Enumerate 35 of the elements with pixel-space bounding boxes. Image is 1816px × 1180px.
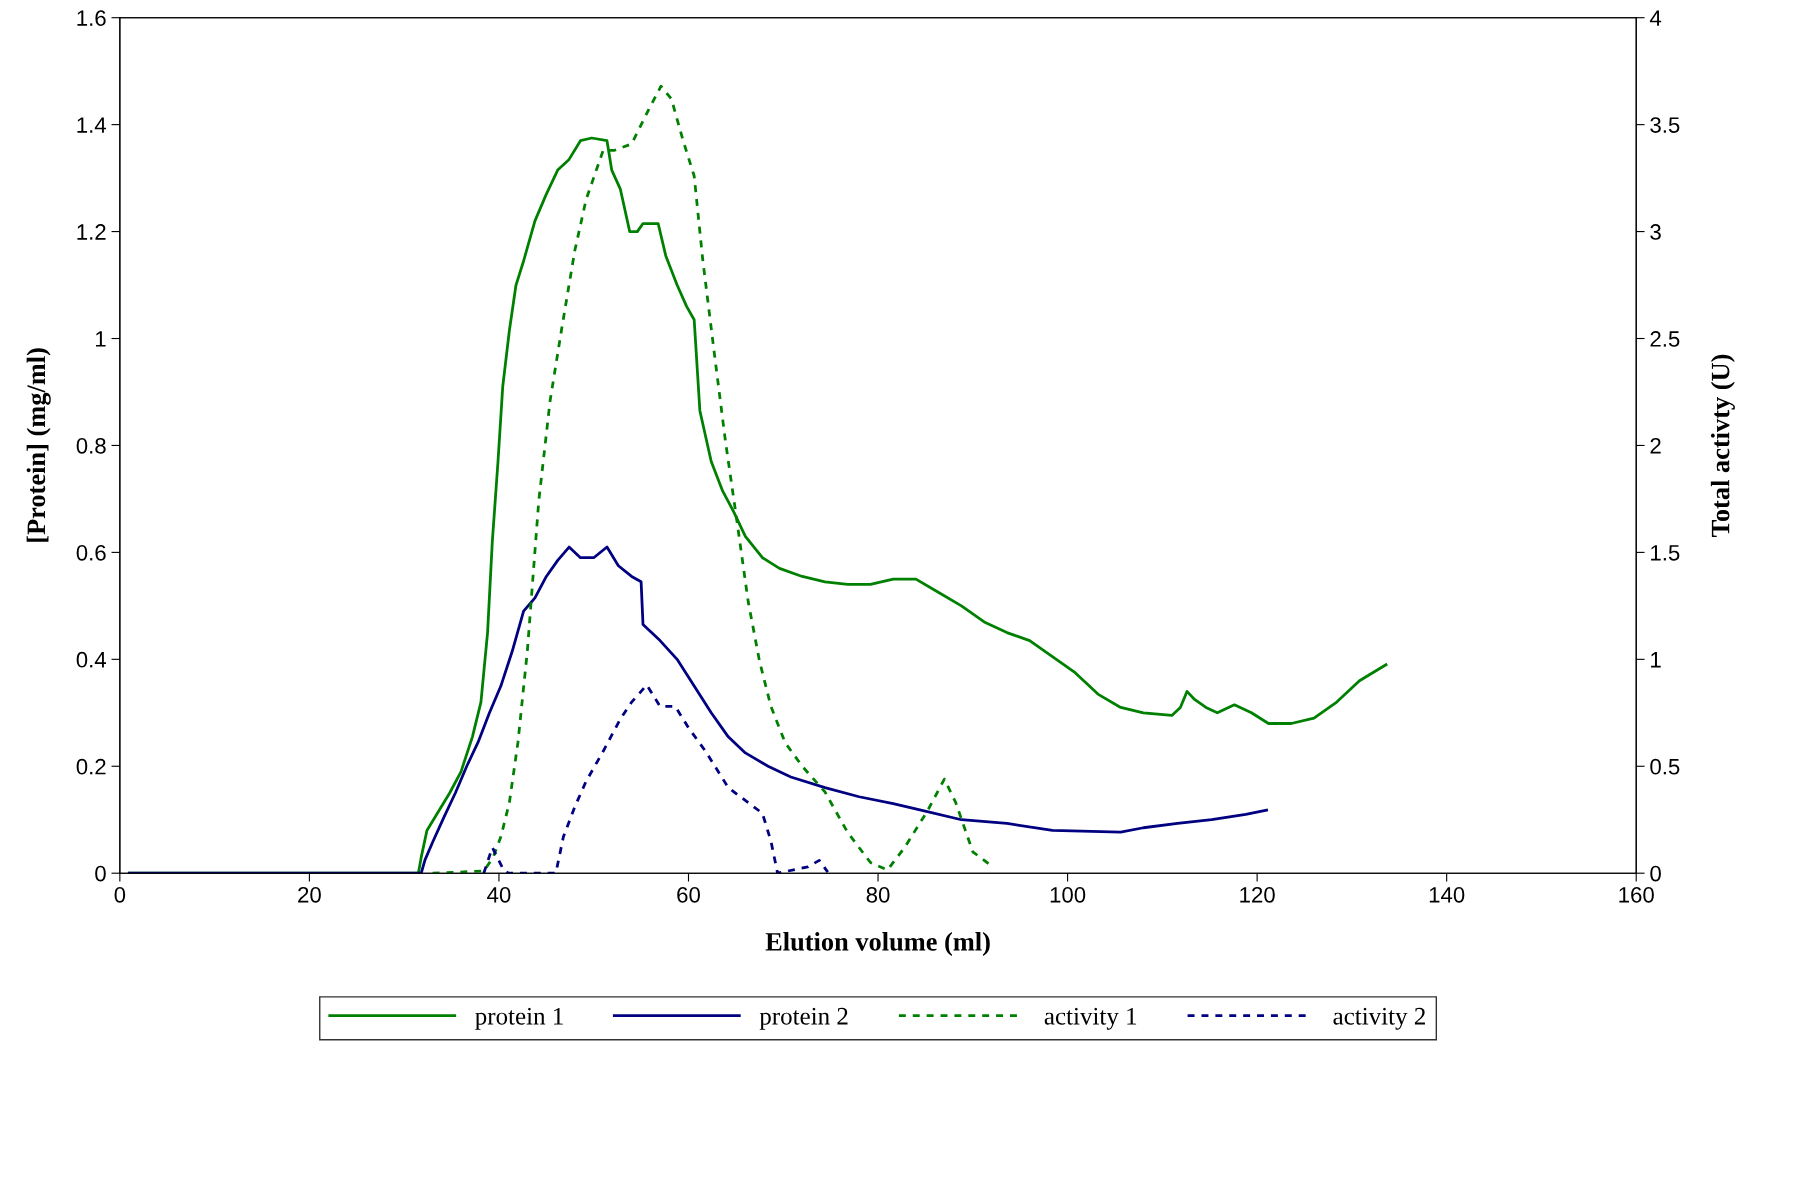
x-tick-label: 60 [677,886,700,903]
line-series [127,545,1268,874]
x-tick-label: 20 [298,886,321,903]
legend-label: activity 2 [1333,1007,1425,1030]
y2-tick-label: 4 [1649,10,1662,26]
y-tick-label: 0.6 [76,544,106,561]
y2-axis-title: Total activty (U) [1710,354,1735,537]
y2-tick-label: 2.5 [1650,331,1680,347]
y2-tick-label: 1 [1651,652,1661,668]
y2-tick-label: 0 [1650,865,1661,882]
x-tick-label: 120 [1240,886,1275,903]
x-tick-label: 140 [1429,886,1465,903]
y-tick-label: 1.6 [77,10,106,26]
y2-tick-label: 3 [1650,224,1661,240]
x-tick-label: 80 [866,886,890,903]
y-tick-label: 0 [95,865,106,882]
x-tick-label: 100 [1050,886,1086,903]
x-axis-title: Elution volume (ml) [765,932,990,957]
y-tick-label: 1 [96,331,106,347]
legend-label: protein 2 [759,1007,848,1030]
y-tick-label: 0.4 [76,651,107,668]
y2-tick-label: 0.5 [1650,758,1680,775]
y2-tick-label: 1.5 [1651,545,1680,561]
x-tick-label: 40 [487,886,511,903]
y2-tick-label: 2 [1650,437,1661,454]
y-tick-label: 1.2 [77,224,106,240]
y-tick-label: 1.4 [77,117,107,133]
legend-label: activity 1 [1044,1007,1137,1030]
y-tick-label: 0.8 [76,437,106,454]
y2-tick-label: 3.5 [1650,117,1680,133]
x-tick-label: 160 [1619,886,1654,903]
legend-label: protein 1 [475,1007,563,1030]
y-axis-title: [Protein] (mg/ml) [26,348,51,542]
x-tick-label: 0 [114,886,126,903]
y-tick-label: 0.2 [76,758,106,775]
